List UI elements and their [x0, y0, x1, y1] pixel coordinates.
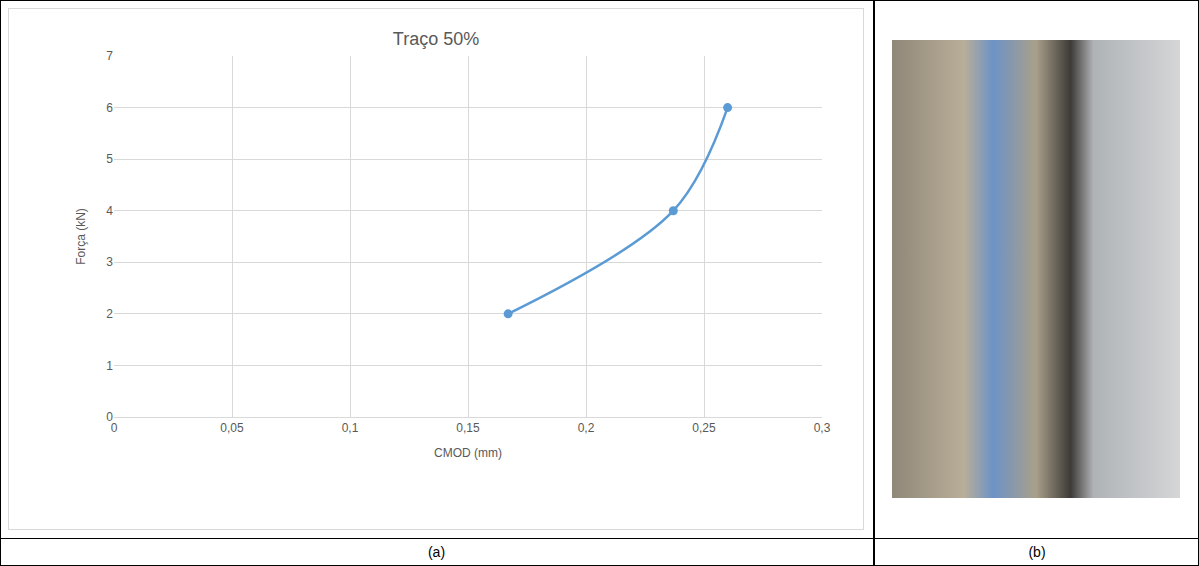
svg-text:0,05: 0,05 [220, 421, 244, 435]
svg-text:6: 6 [106, 101, 113, 115]
svg-text:0,15: 0,15 [456, 421, 480, 435]
svg-text:0,1: 0,1 [342, 421, 359, 435]
svg-text:4: 4 [106, 204, 113, 218]
svg-text:Força (kN): Força (kN) [74, 208, 88, 265]
svg-text:0,3: 0,3 [814, 421, 831, 435]
svg-text:0,2: 0,2 [578, 421, 595, 435]
svg-text:0,25: 0,25 [692, 421, 716, 435]
svg-text:0: 0 [106, 410, 113, 424]
svg-text:5: 5 [106, 152, 113, 166]
html-text:(a): (a) [427, 544, 446, 560]
svg-text:1: 1 [106, 359, 113, 373]
svg-text:7: 7 [106, 49, 113, 63]
svg-text:3: 3 [106, 255, 113, 269]
svg-text:CMOD (mm): CMOD (mm) [434, 446, 502, 460]
svg-text:Traço 50%: Traço 50% [393, 29, 479, 49]
svg-text:0: 0 [111, 421, 118, 435]
html-text:(b): (b) [1028, 544, 1046, 560]
svg-text:2: 2 [106, 307, 113, 321]
